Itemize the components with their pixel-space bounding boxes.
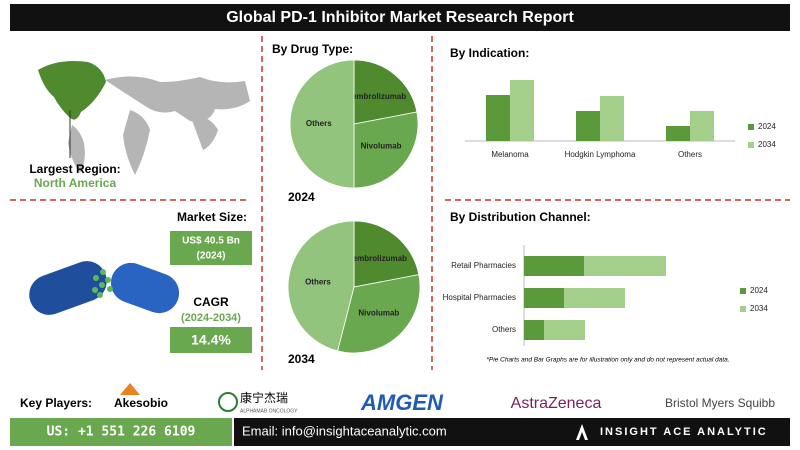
footnote: *Pie Charts and Bar Graphs are for illus… <box>486 357 729 364</box>
region-label: Largest Region: <box>29 162 120 176</box>
y-tick-label: Hospital Pharmacies <box>443 293 516 302</box>
company: AMGEN <box>360 390 444 415</box>
legend-label: 2034 <box>758 140 776 149</box>
legend-label: 2024 <box>758 122 776 131</box>
market-label: Market Size: <box>177 210 247 224</box>
company: AstraZeneca <box>511 395 602 412</box>
players-label: Key Players: <box>20 396 92 410</box>
bar-segment <box>524 256 584 276</box>
cagr-period: (2024-2034) <box>181 312 241 324</box>
x-tick-label: Others <box>678 150 702 159</box>
logo-mark <box>120 383 140 395</box>
market-value: US$ 40.5 Bn <box>182 236 240 247</box>
bar-segment <box>524 288 564 308</box>
footer-bar <box>234 418 790 446</box>
cagr-value: 14.4% <box>191 332 231 348</box>
cagr-box <box>170 327 252 353</box>
slice-label: Nivolumab <box>358 309 399 318</box>
cagr-label: CAGR <box>193 295 229 309</box>
legend-swatch <box>748 142 754 148</box>
pie-slice <box>353 111 419 189</box>
pie-slice <box>353 220 420 288</box>
pie-slice <box>353 59 418 125</box>
brand-logo <box>576 424 588 440</box>
pie-slice <box>337 274 421 354</box>
chart-title: By Distribution Channel: <box>450 210 591 224</box>
logo-mark <box>218 392 238 412</box>
bar <box>690 111 714 141</box>
bar <box>576 111 600 141</box>
legend-swatch <box>740 306 746 312</box>
world-map <box>38 61 250 175</box>
slice-label: Pembrolizumab <box>347 254 407 263</box>
pie-slice <box>289 59 355 189</box>
phone: US: +1 551 226 6109 <box>47 425 196 440</box>
dividers <box>10 36 790 370</box>
x-tick-label: Hodgkin Lymphoma <box>565 150 636 159</box>
bar <box>600 96 624 141</box>
x-tick-label: Melanoma <box>491 150 529 159</box>
legend-swatch <box>740 288 746 294</box>
email: Email: info@insightaceanalytic.com <box>242 423 447 438</box>
bar-segment <box>584 256 666 276</box>
phone-box <box>10 418 232 446</box>
pie-title: 2024 <box>288 190 315 204</box>
title: Global PD-1 Inhibitor Market Research Re… <box>226 9 574 26</box>
y-tick-label: Retail Pharmacies <box>451 261 516 270</box>
company: 康宁杰瑞 <box>240 390 288 405</box>
section-title: By Drug Type: <box>272 42 353 56</box>
company-sub: ALPHAMAB ONCOLOGY <box>240 408 298 414</box>
brand: INSIGHT ACE ANALYTIC <box>600 426 768 438</box>
slice-label: Others <box>306 119 332 128</box>
title-bar <box>10 4 790 31</box>
company: Bristol Myers Squibb <box>665 396 775 410</box>
slice-label: Nivolumab <box>361 142 402 151</box>
y-tick-label: Others <box>492 325 516 334</box>
bar <box>486 95 510 141</box>
capsule-image <box>29 261 180 315</box>
slice-label: Others <box>305 278 331 287</box>
legend-label: 2024 <box>750 286 768 295</box>
bar-segment <box>544 320 585 340</box>
bar <box>666 126 690 141</box>
market-box <box>170 231 252 265</box>
market-year: (2024) <box>197 251 226 262</box>
legend-swatch <box>748 124 754 130</box>
chart-title: By Indication: <box>450 46 529 60</box>
pie-slice <box>287 220 355 352</box>
bar-segment <box>564 288 625 308</box>
company: Akesobio <box>114 396 168 410</box>
pie-title: 2034 <box>288 352 315 366</box>
bar <box>510 80 534 141</box>
region-value: North America <box>34 176 117 190</box>
bar-segment <box>524 320 544 340</box>
slice-label: Pembrolizumab <box>347 92 407 101</box>
legend-label: 2034 <box>750 304 768 313</box>
